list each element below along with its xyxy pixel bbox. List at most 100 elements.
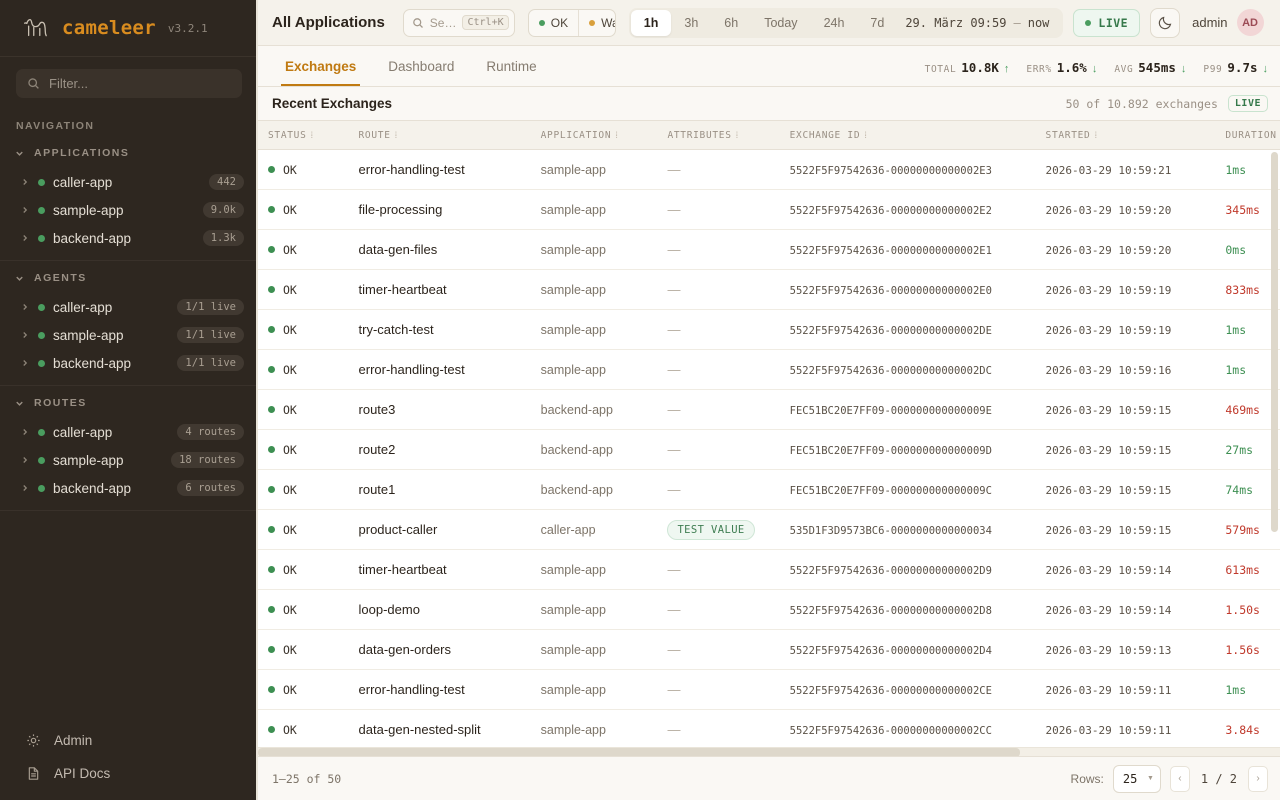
exchange-id: 5522F5F97542636-00000000000002E3	[789, 164, 992, 177]
status-filter-ok[interactable]: OK	[529, 9, 580, 36]
column-header-label: STATUS	[268, 129, 307, 141]
sidebar-resize-handle[interactable]	[256, 0, 258, 800]
rows-per-page-select[interactable]: 25 ▼	[1112, 764, 1161, 793]
stat-err: ERR% 1.6% ↓	[1026, 60, 1097, 75]
application-name: sample-app	[540, 282, 606, 297]
status-filter-warn[interactable]: Wa	[579, 10, 615, 36]
cell-route: try-catch-test	[352, 309, 535, 350]
time-range-today[interactable]: Today	[764, 15, 798, 30]
route-name: loop-demo	[358, 602, 420, 617]
sidebar-group-header-routes[interactable]: ROUTES	[0, 386, 258, 418]
exchanges-table: STATUS ⁞ ROUTE ⁞ APPLICATION ⁞ ATTRIBUTES ⁞ EXCH…	[258, 120, 1280, 750]
cell-exchange-id: 5522F5F97542636-00000000000002CE	[783, 669, 1040, 710]
cell-application: sample-app	[534, 309, 662, 350]
sidebar-item-routes-caller-app[interactable]: caller-app 4 routes	[0, 418, 258, 446]
table-row[interactable]: OK error-handling-test sample-app — 5522F5F9…	[258, 349, 1280, 390]
sidebar-item-agents-caller-app[interactable]: caller-app 1/1 live	[0, 293, 258, 321]
sidebar-item-routes-backend-app[interactable]: backend-app 6 routes	[0, 474, 258, 502]
table-row[interactable]: OK data-gen-nested-split sample-app — 5522F5…	[258, 709, 1280, 750]
status-dot	[268, 526, 275, 533]
next-page-button[interactable]: ›	[1248, 765, 1268, 792]
horizontal-scrollbar[interactable]	[258, 747, 1280, 756]
status-filter-ok-label: OK	[550, 15, 569, 30]
live-toggle-button[interactable]: LIVE	[1073, 8, 1141, 37]
pagination-controls: Rows: 25 ▼ ‹ 1 / 2 ›	[1071, 764, 1268, 793]
column-header-attributes[interactable]: ATTRIBUTES ⁞	[661, 120, 784, 150]
horizontal-scrollbar-thumb[interactable]	[258, 748, 1020, 756]
time-range-24h[interactable]: 24h	[823, 15, 845, 30]
time-range-3h[interactable]: 3h	[684, 15, 699, 30]
chevron-right-icon	[23, 485, 28, 491]
sidebar-item-admin[interactable]: Admin	[0, 724, 258, 757]
tab-exchanges[interactable]: Exchanges	[272, 46, 369, 86]
cell-attributes: —	[661, 469, 784, 510]
sidebar-item-label: sample-app	[53, 327, 124, 343]
sidebar-group-header-agents[interactable]: AGENTS	[0, 261, 258, 293]
time-range-6h[interactable]: 6h	[724, 15, 739, 30]
application-name: sample-app	[540, 162, 606, 177]
global-search-input[interactable]: Se… Ctrl+K	[402, 8, 515, 37]
table-row[interactable]: OK route1 backend-app — FEC51BC20E7FF09-0000…	[258, 469, 1280, 510]
time-range-1h[interactable]: 1h	[630, 9, 672, 36]
sidebar-item-applications-sample-app[interactable]: sample-app 9.0k	[0, 196, 258, 224]
cell-duration: 0ms	[1219, 229, 1280, 270]
column-header-route[interactable]: ROUTE ⁞	[352, 120, 535, 150]
time-range-display[interactable]: 29. März 09:59 — now	[897, 16, 1061, 30]
table-row[interactable]: OK data-gen-orders sample-app — 5522F5F97542…	[258, 629, 1280, 670]
exchange-id: 5522F5F97542636-00000000000002D8	[789, 604, 992, 617]
column-header-exchange_id[interactable]: EXCHANGE ID ⁞	[783, 120, 1040, 150]
cell-started: 2026-03-29 10:59:11	[1039, 669, 1220, 710]
column-header-started[interactable]: STARTED ⁞	[1039, 120, 1220, 150]
table-row[interactable]: OK data-gen-files sample-app — 5522F5F975426…	[258, 229, 1280, 270]
global-search-placeholder: Se…	[429, 15, 457, 30]
duration-value: 74ms	[1225, 482, 1254, 497]
column-header-label: EXCHANGE ID	[789, 129, 861, 141]
sidebar-item-agents-sample-app[interactable]: sample-app 1/1 live	[0, 321, 258, 349]
sidebar-item-applications-backend-app[interactable]: backend-app 1.3k	[0, 224, 258, 252]
table-row[interactable]: OK file-processing sample-app — 5522F5F97542…	[258, 189, 1280, 230]
sidebar-item-api-docs[interactable]: API Docs	[0, 757, 258, 790]
column-header-application[interactable]: APPLICATION ⁞	[534, 120, 662, 150]
chevron-down-icon	[16, 276, 23, 281]
table-row[interactable]: OK error-handling-test sample-app — 5522F5F9…	[258, 669, 1280, 710]
table-row[interactable]: OK route2 backend-app — FEC51BC20E7FF09-0000…	[258, 429, 1280, 470]
cell-attributes: —	[661, 589, 784, 630]
avatar[interactable]: AD	[1236, 9, 1264, 36]
tab-dashboard[interactable]: Dashboard	[388, 58, 455, 74]
live-toggle-label: LIVE	[1098, 15, 1129, 30]
table-row[interactable]: OK try-catch-test sample-app — 5522F5F975426…	[258, 309, 1280, 350]
cell-application: sample-app	[534, 709, 662, 750]
stat-key: P99	[1203, 64, 1223, 75]
rows-per-page-value: 25	[1122, 771, 1138, 786]
sidebar-item-agents-backend-app[interactable]: backend-app 1/1 live	[0, 349, 258, 377]
user-name[interactable]: admin	[1192, 15, 1228, 30]
vertical-scrollbar[interactable]	[1271, 152, 1278, 532]
sort-icon: ⁞	[735, 129, 739, 141]
time-range-7d[interactable]: 7d	[870, 15, 885, 30]
table-row[interactable]: OK timer-heartbeat sample-app — 5522F5F97542…	[258, 549, 1280, 590]
sidebar-item-applications-caller-app[interactable]: caller-app 442	[0, 168, 258, 196]
table-row[interactable]: OK timer-heartbeat sample-app — 5522F5F97542…	[258, 269, 1280, 310]
stat-trend-icon: ↓	[1262, 63, 1269, 75]
table-row[interactable]: OK loop-demo sample-app — 5522F5F97542636-00…	[258, 589, 1280, 630]
duration-value: 1ms	[1225, 682, 1247, 697]
cell-attributes: —	[661, 669, 784, 710]
column-header-status[interactable]: STATUS ⁞	[258, 120, 353, 150]
camel-icon	[24, 18, 47, 37]
theme-toggle-button[interactable]	[1150, 7, 1181, 38]
table-row[interactable]: OK route3 backend-app — FEC51BC20E7FF09-0000…	[258, 389, 1280, 430]
table-row[interactable]: OK product-caller caller-app TEST VALUE 535D…	[258, 509, 1280, 550]
sidebar-item-label: caller-app	[53, 174, 113, 190]
status-dot	[268, 366, 275, 373]
sidebar-filter-input[interactable]: Filter...	[16, 69, 242, 98]
tab-runtime[interactable]: Runtime	[486, 58, 537, 74]
sidebar-group-header-applications[interactable]: APPLICATIONS	[0, 136, 258, 168]
sidebar-item-routes-sample-app[interactable]: sample-app 18 routes	[0, 446, 258, 474]
route-name: timer-heartbeat	[358, 562, 447, 577]
table-row[interactable]: OK error-handling-test sample-app — 5522F5F9…	[258, 149, 1280, 190]
cell-status: OK	[258, 149, 353, 190]
prev-page-button[interactable]: ‹	[1169, 765, 1190, 792]
sidebar-item-label: caller-app	[53, 299, 113, 315]
column-header-duration[interactable]: DURATION⁞	[1219, 120, 1280, 150]
status-label: OK	[283, 642, 297, 657]
